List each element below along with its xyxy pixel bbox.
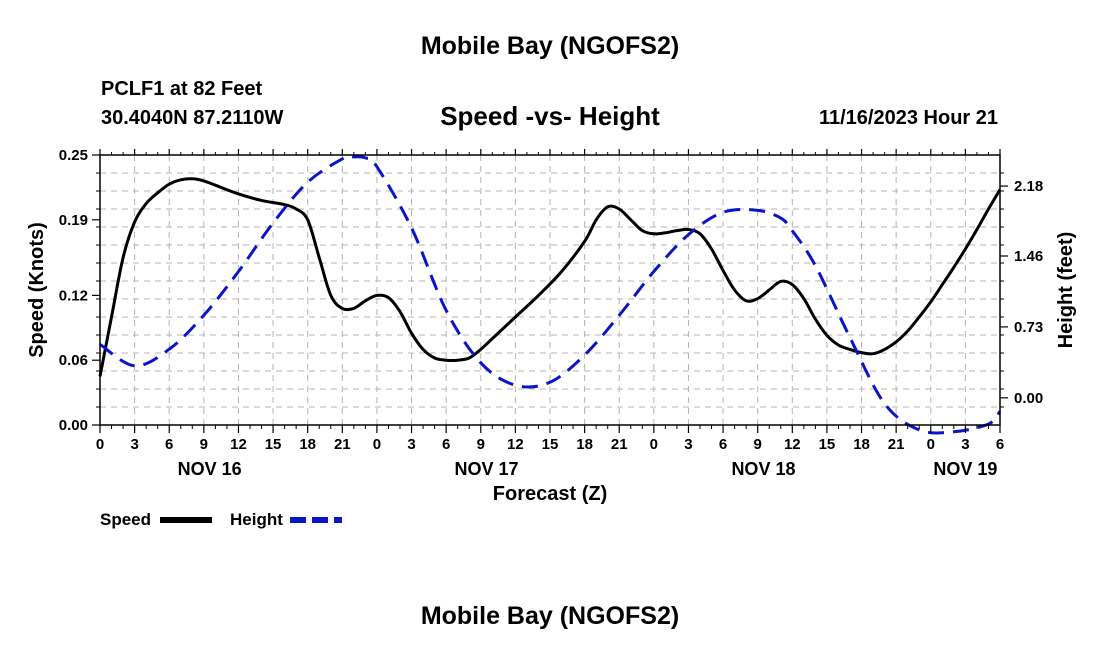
station-label: PCLF1 at 82 Feet (101, 78, 263, 100)
x-tick-label: 3 (407, 436, 415, 453)
legend-height-label: Height (230, 510, 283, 529)
y2-axis-label: Height (feet) (1055, 232, 1077, 349)
y-tick-label: 0.19 (59, 212, 88, 229)
x-tick-label: 12 (507, 436, 524, 453)
x-tick-label: 18 (853, 436, 870, 453)
x-tick-label: 21 (611, 436, 628, 453)
x-tick-label: 6 (996, 436, 1004, 453)
date-label: NOV 18 (731, 459, 795, 479)
y2-tick-label: 2.18 (1014, 178, 1043, 195)
x-tick-label: 0 (96, 436, 104, 453)
x-tick-label: 15 (542, 436, 559, 453)
x-tick-label: 18 (576, 436, 593, 453)
y2-tick-label: 1.46 (1014, 248, 1043, 265)
tick-layer: 0 3 6 9 12 15 18 21 0 3 6 9 12 15 18 21 0 3 6 9 12 15 18 21 0 3 6N… (59, 147, 1043, 479)
y-tick-label: 0.25 (59, 147, 88, 164)
x-tick-label: 21 (888, 436, 905, 453)
x-tick-label: 12 (230, 436, 247, 453)
x-tick-label: 18 (299, 436, 316, 453)
y-tick-label: 0.12 (59, 287, 88, 304)
date-label: NOV 19 (933, 459, 997, 479)
x-tick-label: 3 (961, 436, 969, 453)
date-label: NOV 16 (178, 459, 242, 479)
legend: Speed Height (100, 510, 342, 529)
x-tick-label: 9 (754, 436, 762, 453)
x-tick-label: 15 (265, 436, 282, 453)
speed-series-line (98, 177, 1002, 377)
footer-title: Mobile Bay (NGOFS2) (420, 602, 680, 630)
grid-layer (100, 155, 1000, 425)
x-tick-label: 6 (442, 436, 450, 453)
x-tick-label: 6 (165, 436, 173, 453)
chart-subtitle: Speed -vs- Height (440, 101, 660, 131)
date-label: NOV 17 (455, 459, 519, 479)
x-tick-label: 6 (719, 436, 727, 453)
x-tick-label: 9 (477, 436, 485, 453)
x-tick-label: 21 (334, 436, 351, 453)
chart-main-title: Mobile Bay (NGOFS2) (420, 32, 680, 60)
x-tick-label: 0 (373, 436, 381, 453)
x-tick-label: 0 (650, 436, 658, 453)
y2-tick-label: 0.73 (1014, 319, 1043, 336)
y-tick-label: 0.00 (59, 417, 88, 434)
y-axis-label: Speed (Knots) (26, 222, 48, 358)
x-tick-label: 3 (684, 436, 692, 453)
x-tick-label: 15 (819, 436, 836, 453)
x-tick-label: 0 (927, 436, 935, 453)
legend-speed-label: Speed (100, 510, 151, 529)
x-tick-label: 12 (784, 436, 801, 453)
y2-tick-label: 0.00 (1014, 390, 1043, 407)
station-coordinates: 30.4040N 87.2110W (101, 107, 284, 129)
y-tick-label: 0.06 (59, 352, 88, 369)
series-layer (98, 154, 1002, 435)
height-series-line (99, 154, 1002, 435)
x-tick-label: 3 (130, 436, 138, 453)
forecast-datetime: 11/16/2023 Hour 21 (818, 107, 998, 129)
x-tick-label: 9 (200, 436, 208, 453)
x-axis-label: Forecast (Z) (493, 483, 607, 505)
